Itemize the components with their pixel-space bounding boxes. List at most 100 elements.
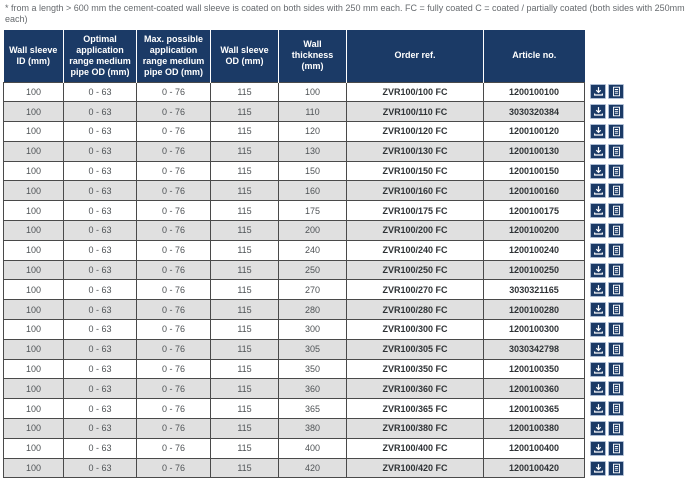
cell-wall-thickness: 150	[278, 160, 347, 182]
row-actions	[584, 220, 631, 241]
cell-optimal-range: 0 - 63	[63, 457, 137, 478]
cell-article-no: 1200100420	[483, 457, 585, 478]
document-button[interactable]	[608, 361, 624, 377]
document-button[interactable]	[608, 222, 624, 238]
cell-optimal-range: 0 - 63	[63, 437, 137, 459]
cell-max-range: 0 - 76	[136, 279, 211, 301]
download-button[interactable]	[590, 440, 606, 456]
cell-wall-thickness: 305	[278, 338, 347, 360]
cell-wall-sleeve-id: 100	[3, 378, 64, 400]
cell-wall-thickness: 350	[278, 358, 347, 380]
download-button[interactable]	[590, 321, 606, 337]
cell-optimal-range: 0 - 63	[63, 418, 137, 439]
cell-max-range: 0 - 76	[136, 239, 211, 261]
document-button[interactable]	[608, 302, 624, 318]
row-actions	[584, 438, 631, 459]
download-icon	[593, 423, 604, 434]
cell-wall-sleeve-od: 115	[210, 101, 279, 123]
row-actions	[584, 121, 631, 142]
cell-order-ref: ZVR100/110 FC	[346, 101, 484, 123]
document-button[interactable]	[608, 242, 624, 258]
download-button[interactable]	[590, 420, 606, 436]
download-button[interactable]	[590, 381, 606, 397]
cell-optimal-range: 0 - 63	[63, 239, 137, 261]
document-button[interactable]	[608, 104, 624, 120]
document-button[interactable]	[608, 381, 624, 397]
cell-optimal-range: 0 - 63	[63, 140, 137, 162]
row-actions	[584, 418, 631, 439]
cell-max-range: 0 - 76	[136, 220, 211, 241]
cell-wall-sleeve-od: 115	[210, 338, 279, 360]
document-button[interactable]	[608, 321, 624, 337]
cell-article-no: 3030321165	[483, 279, 585, 301]
download-button[interactable]	[590, 123, 606, 139]
cell-wall-sleeve-od: 115	[210, 180, 279, 202]
document-icon	[611, 364, 622, 375]
document-button[interactable]	[608, 420, 624, 436]
download-button[interactable]	[590, 143, 606, 159]
cell-max-range: 0 - 76	[136, 299, 211, 321]
cell-order-ref: ZVR100/280 FC	[346, 299, 484, 321]
document-button[interactable]	[608, 262, 624, 278]
document-icon	[611, 146, 622, 157]
document-icon	[611, 86, 622, 97]
download-button[interactable]	[590, 302, 606, 318]
cell-wall-thickness: 380	[278, 418, 347, 439]
document-icon	[611, 304, 622, 315]
download-button[interactable]	[590, 242, 606, 258]
table-row: 100 0 - 63 0 - 76 115 380 ZVR100/380 FC 120010…	[3, 418, 631, 439]
table-row: 100 0 - 63 0 - 76 115 175 ZVR100/175 FC 120010…	[3, 200, 631, 222]
table-row: 100 0 - 63 0 - 76 115 130 ZVR100/130 FC 120010…	[3, 140, 631, 162]
table-row: 100 0 - 63 0 - 76 115 360 ZVR100/360 FC 120010…	[3, 378, 631, 400]
table-row: 100 0 - 63 0 - 76 115 150 ZVR100/150 FC 120010…	[3, 160, 631, 182]
cell-article-no: 1200100120	[483, 121, 585, 142]
cell-wall-sleeve-id: 100	[3, 101, 64, 123]
document-button[interactable]	[608, 143, 624, 159]
download-button[interactable]	[590, 84, 606, 100]
document-icon	[611, 185, 622, 196]
download-button[interactable]	[590, 163, 606, 179]
download-button[interactable]	[590, 203, 606, 219]
download-button[interactable]	[590, 361, 606, 377]
cell-order-ref: ZVR100/250 FC	[346, 259, 484, 281]
download-button[interactable]	[590, 282, 606, 298]
row-actions	[584, 378, 631, 399]
cell-wall-sleeve-od: 115	[210, 279, 279, 301]
download-button[interactable]	[590, 183, 606, 199]
cell-wall-sleeve-id: 100	[3, 358, 64, 380]
download-icon	[593, 383, 604, 394]
cell-wall-sleeve-id: 100	[3, 140, 64, 162]
download-button[interactable]	[590, 104, 606, 120]
document-button[interactable]	[608, 183, 624, 199]
header-wall-sleeve-od: Wall sleeve OD (mm)	[210, 30, 279, 82]
download-button[interactable]	[590, 262, 606, 278]
document-icon	[611, 166, 622, 177]
cell-max-range: 0 - 76	[136, 338, 211, 360]
cell-article-no: 1200100100	[483, 81, 585, 103]
download-button[interactable]	[590, 222, 606, 238]
document-button[interactable]	[608, 460, 624, 476]
download-icon	[593, 463, 604, 474]
table-row: 100 0 - 63 0 - 76 115 250 ZVR100/250 FC 120010…	[3, 259, 631, 281]
cell-order-ref: ZVR100/200 FC	[346, 220, 484, 241]
document-button[interactable]	[608, 203, 624, 219]
cell-article-no: 1200100130	[483, 140, 585, 162]
document-button[interactable]	[608, 401, 624, 417]
cell-wall-thickness: 300	[278, 319, 347, 340]
cell-wall-thickness: 400	[278, 437, 347, 459]
document-button[interactable]	[608, 440, 624, 456]
document-button[interactable]	[608, 282, 624, 298]
row-actions	[584, 299, 631, 320]
download-button[interactable]	[590, 341, 606, 357]
document-button[interactable]	[608, 123, 624, 139]
document-button[interactable]	[608, 341, 624, 357]
document-button[interactable]	[608, 84, 624, 100]
document-button[interactable]	[608, 163, 624, 179]
download-button[interactable]	[590, 460, 606, 476]
cell-wall-sleeve-id: 100	[3, 121, 64, 142]
download-icon	[593, 185, 604, 196]
header-wall-sleeve-id: Wall sleeve ID (mm)	[3, 30, 64, 82]
download-button[interactable]	[590, 401, 606, 417]
table-row: 100 0 - 63 0 - 76 115 350 ZVR100/350 FC 120010…	[3, 358, 631, 380]
cell-optimal-range: 0 - 63	[63, 299, 137, 321]
